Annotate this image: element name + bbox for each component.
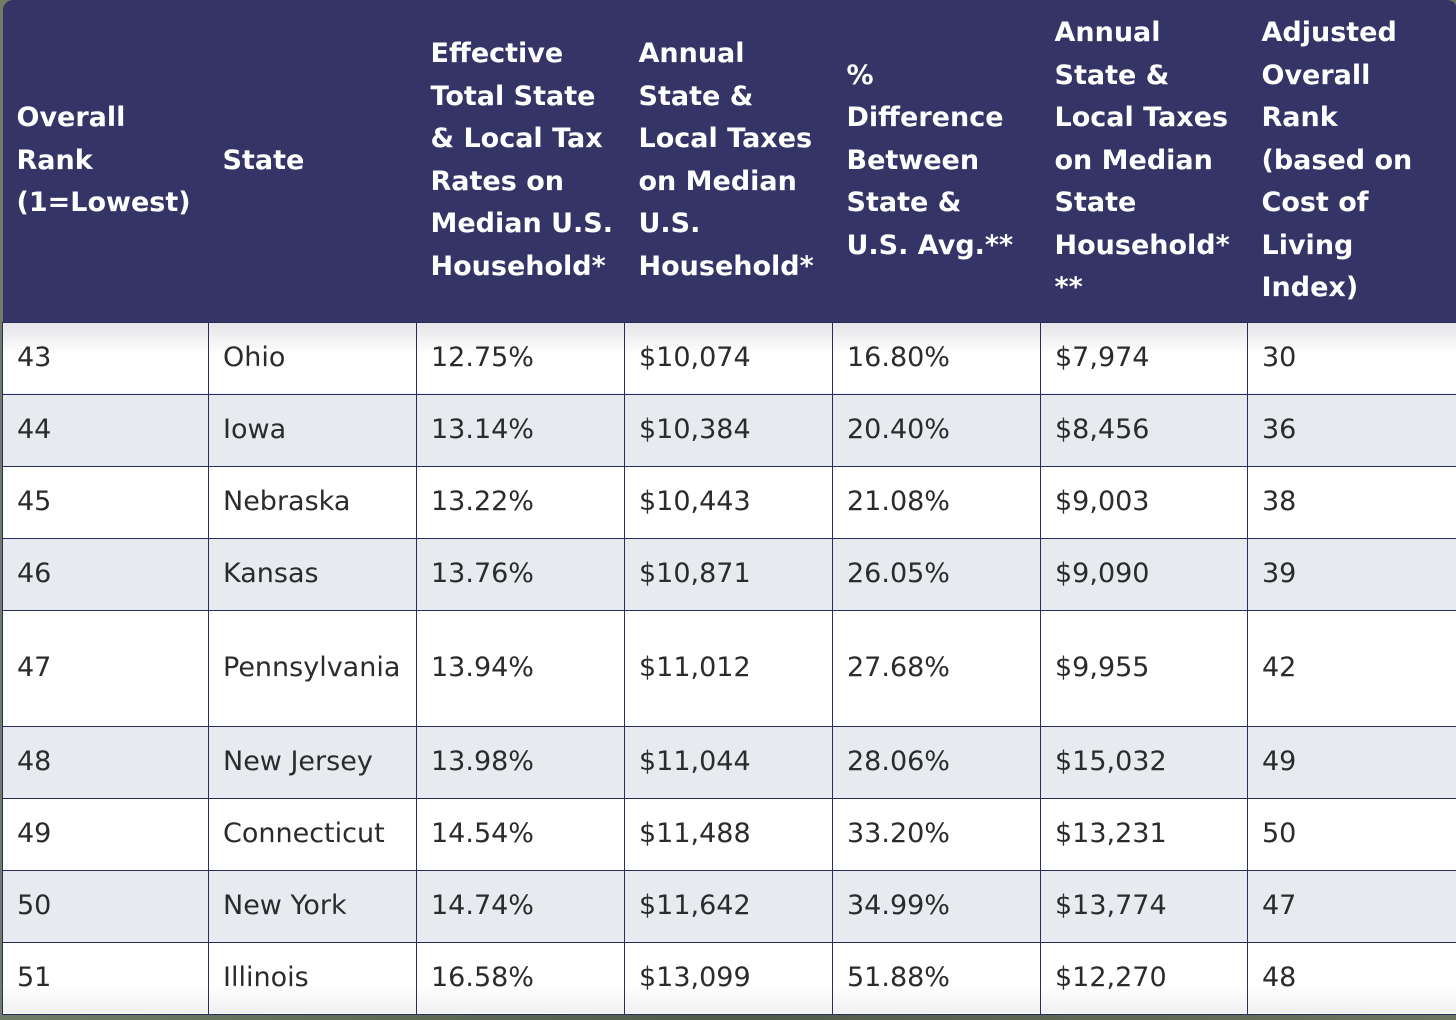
cell-us-taxes: $11,044 bbox=[624, 725, 833, 799]
cell-percent-diff: 28.06% bbox=[832, 725, 1041, 799]
cell-state-taxes: $9,090 bbox=[1040, 537, 1248, 611]
cell-percent-diff: 21.08% bbox=[832, 465, 1041, 539]
cell-adjusted-rank: 36 bbox=[1247, 393, 1456, 467]
table-row: 45 Nebraska 13.22% $10,443 21.08% $9,003… bbox=[2, 465, 1456, 539]
table-row: 43 Ohio 12.75% $10,074 16.80% $7,974 30 bbox=[2, 321, 1456, 395]
cell-percent-diff: 51.88% bbox=[832, 941, 1041, 1015]
cell-percent-diff: 27.68% bbox=[832, 609, 1041, 727]
cell-state: New York bbox=[208, 869, 417, 943]
cell-rank: 45 bbox=[2, 465, 209, 539]
cell-rank: 43 bbox=[2, 321, 209, 395]
cell-rank: 48 bbox=[2, 725, 209, 799]
cell-adjusted-rank: 38 bbox=[1247, 465, 1456, 539]
cell-state: New Jersey bbox=[208, 725, 417, 799]
table-row: 51 Illinois 16.58% $13,099 51.88% $12,27… bbox=[2, 941, 1456, 1015]
cell-effective-rate: 13.22% bbox=[416, 465, 625, 539]
cell-effective-rate: 13.98% bbox=[416, 725, 625, 799]
cell-effective-rate: 13.94% bbox=[416, 609, 625, 727]
cell-us-taxes: $11,012 bbox=[624, 609, 833, 727]
table-row: 50 New York 14.74% $11,642 34.99% $13,77… bbox=[2, 869, 1456, 943]
cell-adjusted-rank: 39 bbox=[1247, 537, 1456, 611]
cell-rank: 50 bbox=[2, 869, 209, 943]
cell-adjusted-rank: 30 bbox=[1247, 321, 1456, 395]
cell-rank: 49 bbox=[2, 797, 209, 871]
cell-effective-rate: 12.75% bbox=[416, 321, 625, 395]
cell-state-taxes: $13,774 bbox=[1040, 869, 1248, 943]
cell-adjusted-rank: 42 bbox=[1247, 609, 1456, 727]
cell-us-taxes: $11,488 bbox=[624, 797, 833, 871]
cell-adjusted-rank: 47 bbox=[1247, 869, 1456, 943]
table-row: 49 Connecticut 14.54% $11,488 33.20% $13… bbox=[2, 797, 1456, 871]
cell-state-taxes: $13,231 bbox=[1040, 797, 1248, 871]
cell-state: Iowa bbox=[208, 393, 417, 467]
header-annual-taxes-us-household: Annual State & Local Taxes on Median U.S… bbox=[624, 0, 833, 322]
cell-adjusted-rank: 50 bbox=[1247, 797, 1456, 871]
cell-state: Kansas bbox=[208, 537, 417, 611]
header-overall-rank: Overall Rank (1=Lowest) bbox=[2, 0, 209, 322]
cell-state-taxes: $12,270 bbox=[1040, 941, 1248, 1015]
header-percent-difference: % Difference Between State & U.S. Avg.** bbox=[832, 0, 1041, 322]
cell-state: Ohio bbox=[208, 321, 417, 395]
cell-rank: 47 bbox=[2, 609, 209, 727]
header-row: Overall Rank (1=Lowest) State Effective … bbox=[2, 0, 1456, 322]
cell-effective-rate: 16.58% bbox=[416, 941, 625, 1015]
cell-state-taxes: $9,003 bbox=[1040, 465, 1248, 539]
cell-effective-rate: 13.76% bbox=[416, 537, 625, 611]
cell-state: Connecticut bbox=[208, 797, 417, 871]
cell-percent-diff: 16.80% bbox=[832, 321, 1041, 395]
cell-percent-diff: 34.99% bbox=[832, 869, 1041, 943]
cell-percent-diff: 20.40% bbox=[832, 393, 1041, 467]
cell-us-taxes: $11,642 bbox=[624, 869, 833, 943]
cell-us-taxes: $10,384 bbox=[624, 393, 833, 467]
cell-percent-diff: 33.20% bbox=[832, 797, 1041, 871]
cell-adjusted-rank: 49 bbox=[1247, 725, 1456, 799]
cell-state: Illinois bbox=[208, 941, 417, 1015]
table-row: 48 New Jersey 13.98% $11,044 28.06% $15,… bbox=[2, 725, 1456, 799]
header-effective-tax-rate: Effective Total State & Local Tax Rates … bbox=[416, 0, 625, 322]
cell-rank: 51 bbox=[2, 941, 209, 1015]
cell-us-taxes: $13,099 bbox=[624, 941, 833, 1015]
header-annual-taxes-state-household: Annual State & Local Taxes on Median Sta… bbox=[1040, 0, 1248, 322]
cell-state-taxes: $15,032 bbox=[1040, 725, 1248, 799]
cell-adjusted-rank: 48 bbox=[1247, 941, 1456, 1015]
cell-state: Pennsylvania bbox=[208, 609, 417, 727]
table-row: 47 Pennsylvania 13.94% $11,012 27.68% $9… bbox=[2, 609, 1456, 727]
cell-rank: 46 bbox=[2, 537, 209, 611]
cell-effective-rate: 14.74% bbox=[416, 869, 625, 943]
cell-effective-rate: 14.54% bbox=[416, 797, 625, 871]
cell-rank: 44 bbox=[2, 393, 209, 467]
cell-us-taxes: $10,871 bbox=[624, 537, 833, 611]
cell-effective-rate: 13.14% bbox=[416, 393, 625, 467]
cell-state-taxes: $7,974 bbox=[1040, 321, 1248, 395]
cell-state-taxes: $9,955 bbox=[1040, 609, 1248, 727]
cell-state: Nebraska bbox=[208, 465, 417, 539]
cell-us-taxes: $10,443 bbox=[624, 465, 833, 539]
cell-us-taxes: $10,074 bbox=[624, 321, 833, 395]
cell-percent-diff: 26.05% bbox=[832, 537, 1041, 611]
table-header: Overall Rank (1=Lowest) State Effective … bbox=[2, 0, 1456, 322]
header-adjusted-rank: Adjusted Overall Rank (based on Cost of … bbox=[1247, 0, 1456, 322]
table-body: 43 Ohio 12.75% $10,074 16.80% $7,974 30 … bbox=[2, 321, 1456, 1015]
cell-state-taxes: $8,456 bbox=[1040, 393, 1248, 467]
table-row: 44 Iowa 13.14% $10,384 20.40% $8,456 36 bbox=[2, 393, 1456, 467]
header-state: State bbox=[208, 0, 417, 322]
table-row: 46 Kansas 13.76% $10,871 26.05% $9,090 3… bbox=[2, 537, 1456, 611]
